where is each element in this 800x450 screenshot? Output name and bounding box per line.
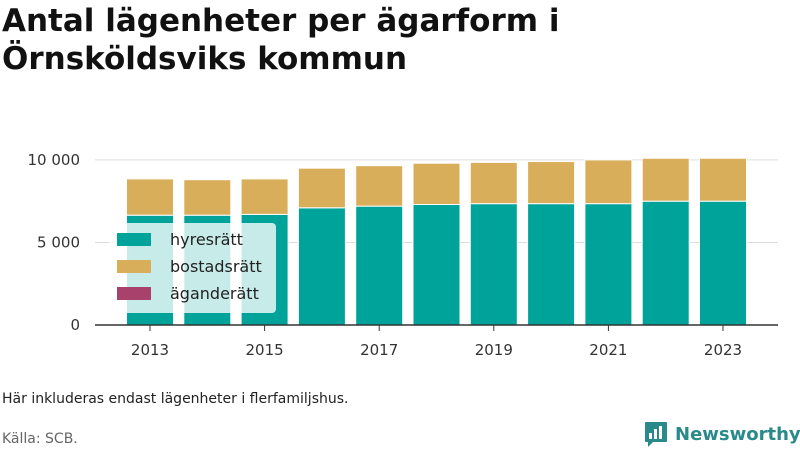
bar-segment [412, 203, 461, 326]
bar-segment [126, 178, 174, 216]
chart-source: Källa: SCB. [2, 431, 78, 447]
bar-segment [412, 162, 461, 205]
bar-segment [584, 159, 633, 205]
x-tick-label: 2023 [704, 341, 742, 359]
legend-swatch [117, 260, 151, 273]
bar-segment [699, 157, 747, 202]
legend-swatch [117, 287, 151, 300]
chart-title: Antal lägenheter per ägarform i Örnsköld… [2, 3, 560, 77]
newsworthy-logo-icon [645, 421, 667, 447]
bar-segment [641, 157, 690, 202]
x-tick-label: 2015 [246, 341, 284, 359]
legend: hyresrätt bostadsrätt äganderätt [109, 223, 276, 313]
newsworthy-logo: Newsworthy [644, 420, 800, 448]
bar-segment [355, 165, 404, 207]
x-tick-label: 2019 [475, 341, 513, 359]
bar-segment [469, 161, 518, 205]
bar-segment [297, 207, 346, 326]
bar-segment [297, 167, 346, 209]
chart-note: Här inkluderas endast lägenheter i flerf… [2, 391, 349, 407]
bar-segment [584, 203, 633, 326]
bar-segment [641, 200, 690, 326]
bar-segment [240, 178, 289, 215]
y-axis-tick-labels: 0 5 000 10 000 [28, 151, 81, 334]
bar-segment [699, 200, 747, 326]
y-tick-label: 5 000 [37, 233, 80, 251]
newsworthy-wordmark: Newsworthy [675, 423, 800, 445]
x-tick-label: 2017 [360, 341, 398, 359]
legend-swatch [117, 233, 151, 246]
bar-segment [355, 205, 404, 326]
bar-segment [527, 161, 576, 205]
y-tick-label: 0 [70, 316, 80, 334]
legend-label: bostadsrätt [170, 257, 262, 276]
bar-segment [183, 179, 232, 216]
x-tick-label: 2013 [131, 341, 169, 359]
bar-segment [469, 203, 518, 326]
bar-segment [527, 203, 576, 326]
x-tick-label: 2021 [589, 341, 627, 359]
y-tick-label: 10 000 [28, 151, 81, 169]
bars [126, 157, 747, 326]
x-axis-ticks: 2013 2015 2017 2019 2021 2023 [131, 325, 742, 359]
legend-label: äganderätt [170, 284, 259, 303]
legend-label: hyresrätt [170, 230, 243, 249]
